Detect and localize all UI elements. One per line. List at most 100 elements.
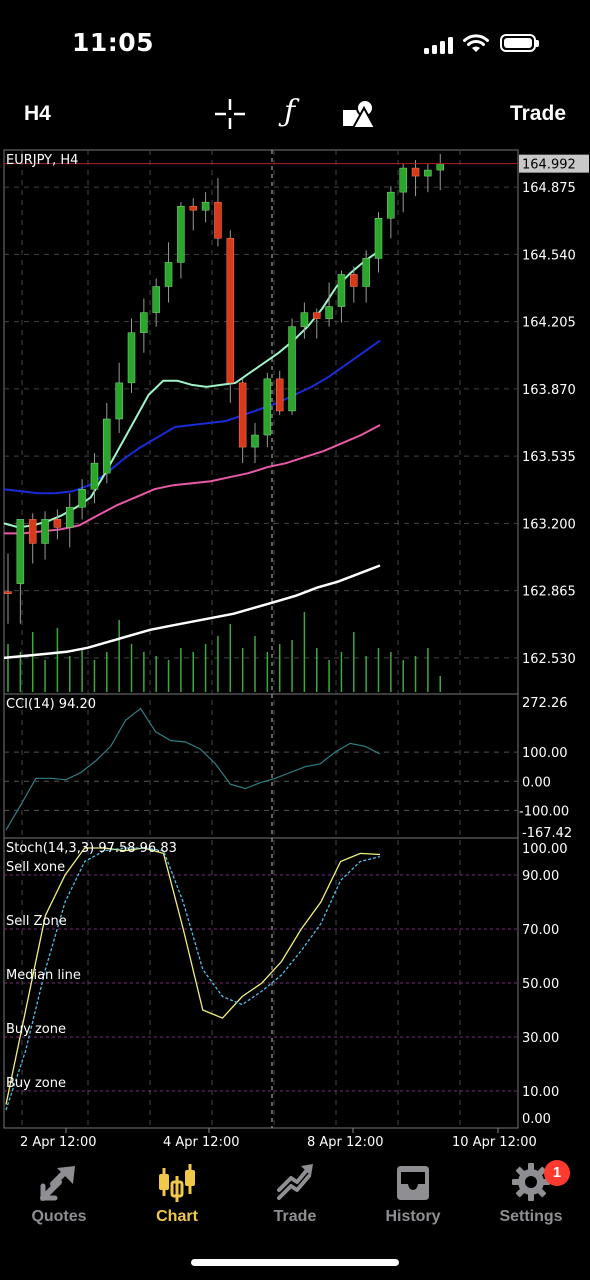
candle-body — [164, 262, 173, 287]
timeframe-button[interactable]: H4 — [24, 102, 51, 125]
tab-quotes-label: Quotes — [31, 1208, 87, 1225]
candle-body — [189, 205, 197, 211]
chart-canvas[interactable]: 272.26 100.00 0.00 -100.00 -167.42 100.00 90.… — [0, 148, 590, 1158]
candle-body — [115, 382, 123, 420]
price-chart[interactable]: 272.26 100.00 0.00 -100.00 -167.42 100.00 90.… — [0, 148, 590, 1158]
time-tick-label: 4 Apr 12:00 — [163, 1135, 240, 1150]
stoch-indicator-label: Stoch(14,3,3) 97.58 96.83 — [6, 841, 177, 856]
stoch-main-line — [5, 847, 381, 1105]
candle-body — [66, 507, 74, 528]
tab-trade[interactable]: Trade — [236, 1160, 354, 1240]
cci-indicator-label: CCI(14) 94.20 — [6, 697, 96, 712]
moving-averages — [3, 249, 381, 660]
chart-toolbar: H4 ƒ Trade — [0, 92, 590, 138]
tab-chart-label: Chart — [156, 1208, 198, 1225]
candle-body — [140, 312, 148, 333]
current-price-box — [519, 154, 589, 173]
candles — [4, 154, 444, 624]
symbol-timeframe-label: EURJPY, H4 — [6, 153, 78, 168]
candle-body — [201, 201, 210, 211]
stoch-tick-label: 90.00 — [522, 869, 559, 884]
candle-body — [263, 378, 272, 436]
ma-long-line — [3, 564, 381, 660]
price-tick-label: 163.535 — [522, 450, 576, 465]
price-tick-label: 164.875 — [522, 181, 576, 196]
stoch-zone-label: Buy zone — [6, 1022, 66, 1037]
time-tick-label: 2 Apr 12:00 — [20, 1135, 97, 1150]
candle-body — [424, 169, 432, 177]
stoch-tick-label: 50.00 — [522, 977, 559, 992]
inbox-history-icon — [397, 1166, 429, 1200]
tab-bar: Quotes Chart Trade History — [0, 1160, 590, 1240]
tab-history[interactable]: History — [354, 1160, 472, 1240]
chart-labels: CCI(14) 94.20 Sell xone Sell Zone Median li… — [6, 153, 177, 1091]
candle-body — [325, 306, 333, 319]
cellular-signal-icon — [424, 36, 454, 54]
stoch-zone-label: Median line — [6, 968, 81, 983]
stoch-tick-label: 70.00 — [522, 923, 559, 938]
stoch-zone-label: Sell xone — [6, 860, 65, 875]
price-tick-label: 162.530 — [522, 652, 576, 667]
current-price-label: 164.992 — [522, 158, 576, 173]
candle-body — [374, 218, 383, 259]
ma-mid-line — [3, 339, 381, 495]
cci-tick-label: 100.00 — [522, 746, 568, 761]
stoch-tick-label: 10.00 — [522, 1085, 559, 1100]
candle-body — [399, 167, 407, 193]
crosshair-icon[interactable] — [214, 98, 246, 130]
tab-history-label: History — [385, 1208, 441, 1225]
wifi-icon — [463, 34, 489, 52]
candle-body — [300, 312, 309, 327]
candle-body — [350, 274, 358, 287]
candle-body — [78, 488, 86, 508]
cci-indicator: 272.26 100.00 0.00 -100.00 -167.42 — [4, 696, 572, 841]
stoch-zone-label: Sell Zone — [6, 914, 67, 929]
stoch-zone-label: Buy zone — [6, 1076, 66, 1091]
gear-icon — [512, 1163, 550, 1201]
tab-trade-label: Trade — [273, 1208, 317, 1225]
candle-body — [53, 519, 62, 528]
cci-tick-label: 0.00 — [522, 775, 551, 790]
candle-body — [214, 201, 222, 239]
candle-body — [90, 462, 99, 490]
candle-body — [288, 326, 296, 412]
tab-chart[interactable]: Chart — [118, 1160, 236, 1240]
candle-body — [411, 167, 420, 177]
tab-quotes[interactable]: Quotes — [0, 1160, 118, 1240]
candle-body — [226, 238, 235, 384]
status-bar: 11:05 — [0, 0, 590, 90]
stoch-tick-label: 30.00 — [522, 1031, 559, 1046]
candle-body — [41, 519, 49, 544]
candle-body — [238, 382, 247, 448]
cci-tick-label: -100.00 — [519, 804, 569, 819]
price-tick-label: 162.865 — [522, 585, 576, 600]
price-tick-label: 164.540 — [522, 248, 576, 263]
tab-settings[interactable]: 1 Settings — [472, 1160, 590, 1240]
time-tick-label: 10 Apr 12:00 — [452, 1135, 537, 1150]
candle-body — [362, 258, 370, 287]
candle-body — [4, 591, 12, 594]
trade-button[interactable]: Trade — [509, 102, 566, 125]
cci-line — [5, 707, 381, 831]
candle-body — [313, 312, 321, 319]
home-indicator — [191, 1259, 399, 1266]
trade-trend-icon — [277, 1164, 313, 1200]
candle-body — [16, 519, 25, 584]
objects-shapes-icon[interactable] — [342, 98, 376, 130]
chart-grid — [3, 149, 519, 1129]
volume-bars — [7, 612, 441, 692]
candle-body — [103, 418, 111, 474]
candle-body — [177, 205, 185, 263]
candle-body — [152, 286, 160, 313]
candle-body — [251, 434, 259, 448]
tab-settings-label: Settings — [499, 1208, 563, 1225]
settings-notification-badge: 1 — [544, 1160, 570, 1186]
indicators-function-icon[interactable]: ƒ — [284, 94, 296, 129]
candlestick-chart-icon — [159, 1164, 195, 1202]
candle-body — [387, 191, 395, 219]
ma-slow-line — [4, 424, 381, 535]
price-axis: 164.875 164.540 164.205 163.870 163.535 163.2… — [4, 154, 589, 1150]
time-tick-label: 8 Apr 12:00 — [307, 1135, 384, 1150]
candle-body — [436, 163, 444, 171]
stochastic-indicator: 100.00 90.00 70.00 50.00 30.00 10.00 0.00 — [4, 842, 568, 1127]
